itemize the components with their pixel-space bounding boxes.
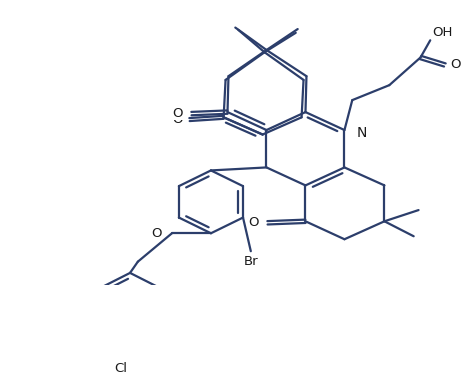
Text: Br: Br (244, 255, 258, 268)
Text: N: N (356, 126, 367, 140)
Text: O: O (173, 107, 183, 120)
Text: O: O (249, 216, 259, 229)
Text: O: O (450, 58, 461, 72)
Text: O: O (152, 227, 162, 240)
Text: Cl: Cl (114, 362, 127, 375)
Text: O: O (173, 113, 183, 126)
Text: OH: OH (432, 26, 452, 39)
